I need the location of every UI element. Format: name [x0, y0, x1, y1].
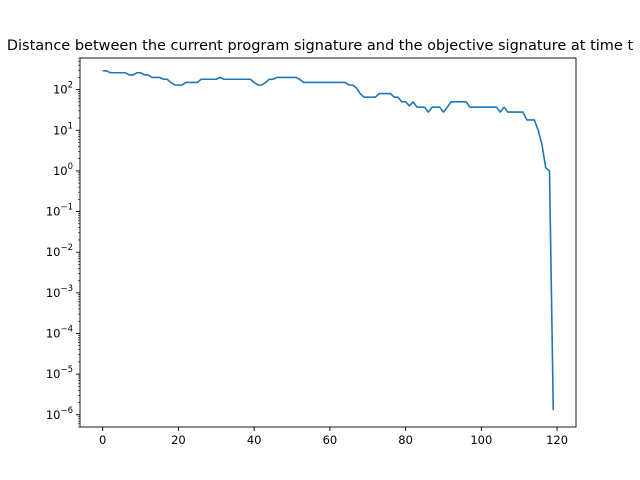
- y-tick-label: 10−2: [46, 243, 73, 259]
- x-tick-label: 120: [546, 433, 568, 447]
- x-tick-label: 100: [470, 433, 492, 447]
- x-tick-label: 40: [247, 433, 262, 447]
- y-tick-label: 101: [53, 121, 73, 137]
- y-tick-label: 10−6: [46, 406, 73, 422]
- y-tick-label: 10−5: [46, 365, 73, 381]
- chart-title: Distance between the current program sig…: [7, 38, 634, 54]
- y-tick-label: 10−3: [46, 284, 73, 300]
- x-tick-label: 20: [171, 433, 186, 447]
- y-axis: 102 101 100 10−1 10−2 10−3 10−4 10−5 10−6: [46, 57, 80, 428]
- y-tick-label: 10−4: [46, 324, 73, 340]
- y-tick-label: 102: [53, 81, 73, 97]
- x-axis: 0 20 40 60 80 100 120: [99, 427, 568, 447]
- x-tick-label: 0: [99, 433, 106, 447]
- y-tick-label: 10−1: [46, 203, 73, 219]
- plot-area: [102, 70, 555, 411]
- x-tick-label: 80: [398, 433, 413, 447]
- plot-frame: [79, 57, 577, 428]
- series-line: [102, 70, 555, 411]
- y-tick-label: 100: [53, 162, 73, 178]
- x-tick-label: 60: [323, 433, 338, 447]
